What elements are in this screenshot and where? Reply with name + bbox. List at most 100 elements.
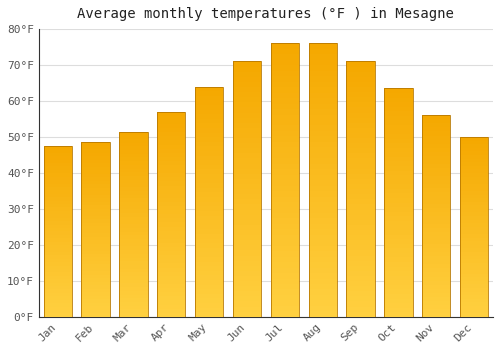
- Bar: [195, 202, 224, 206]
- Bar: [195, 225, 224, 229]
- Bar: [44, 197, 72, 201]
- Bar: [270, 136, 299, 142]
- Bar: [422, 309, 450, 313]
- Bar: [422, 285, 450, 289]
- Bar: [119, 272, 148, 276]
- Bar: [308, 131, 337, 136]
- Bar: [270, 104, 299, 109]
- Bar: [157, 243, 186, 247]
- Bar: [82, 170, 110, 174]
- Bar: [195, 312, 224, 317]
- Bar: [384, 89, 412, 93]
- Bar: [119, 250, 148, 254]
- Bar: [119, 143, 148, 146]
- Bar: [346, 112, 375, 118]
- Bar: [195, 183, 224, 188]
- Bar: [195, 91, 224, 96]
- Bar: [460, 198, 488, 202]
- Bar: [233, 225, 261, 230]
- Bar: [422, 265, 450, 268]
- Bar: [119, 246, 148, 250]
- Bar: [422, 116, 450, 317]
- Bar: [233, 118, 261, 123]
- Bar: [460, 227, 488, 231]
- Bar: [384, 161, 412, 166]
- Bar: [233, 199, 261, 204]
- Bar: [195, 160, 224, 165]
- Bar: [460, 195, 488, 198]
- Bar: [422, 281, 450, 285]
- Bar: [233, 62, 261, 317]
- Bar: [82, 198, 110, 202]
- Bar: [384, 248, 412, 253]
- Bar: [157, 177, 186, 182]
- Bar: [44, 214, 72, 218]
- Bar: [195, 124, 224, 128]
- Bar: [460, 166, 488, 169]
- Bar: [270, 240, 299, 246]
- Bar: [308, 164, 337, 169]
- Bar: [82, 261, 110, 265]
- Bar: [308, 191, 337, 197]
- Bar: [422, 212, 450, 216]
- Bar: [82, 223, 110, 226]
- Bar: [308, 49, 337, 54]
- Bar: [119, 180, 148, 183]
- Bar: [195, 266, 224, 271]
- Bar: [384, 234, 412, 239]
- Bar: [270, 131, 299, 136]
- Bar: [384, 93, 412, 98]
- Bar: [44, 228, 72, 231]
- Bar: [195, 86, 224, 317]
- Bar: [308, 54, 337, 60]
- Bar: [233, 312, 261, 317]
- Bar: [270, 208, 299, 213]
- Bar: [460, 274, 488, 277]
- Bar: [157, 214, 186, 218]
- Bar: [308, 295, 337, 300]
- Bar: [233, 62, 261, 66]
- Bar: [384, 102, 412, 107]
- Bar: [422, 257, 450, 260]
- Bar: [195, 86, 224, 91]
- Bar: [82, 146, 110, 149]
- Bar: [157, 169, 186, 173]
- Bar: [233, 235, 261, 240]
- Bar: [195, 100, 224, 105]
- Bar: [157, 182, 186, 186]
- Bar: [308, 142, 337, 147]
- Bar: [308, 87, 337, 93]
- Bar: [270, 202, 299, 208]
- Bar: [384, 262, 412, 267]
- Bar: [308, 180, 337, 186]
- Bar: [460, 259, 488, 263]
- Bar: [157, 206, 186, 210]
- Bar: [308, 312, 337, 317]
- Bar: [346, 301, 375, 307]
- Bar: [460, 212, 488, 216]
- Bar: [157, 153, 186, 157]
- Bar: [44, 303, 72, 307]
- Bar: [270, 109, 299, 114]
- Bar: [157, 161, 186, 165]
- Bar: [422, 184, 450, 188]
- Bar: [119, 132, 148, 317]
- Bar: [157, 165, 186, 169]
- Bar: [119, 291, 148, 295]
- Bar: [157, 304, 186, 309]
- Bar: [119, 135, 148, 139]
- Bar: [233, 286, 261, 291]
- Bar: [44, 146, 72, 149]
- Bar: [346, 66, 375, 72]
- Bar: [270, 82, 299, 87]
- Bar: [119, 213, 148, 217]
- Bar: [346, 148, 375, 153]
- Bar: [422, 188, 450, 192]
- Bar: [44, 262, 72, 266]
- Bar: [119, 235, 148, 239]
- Bar: [82, 184, 110, 188]
- Bar: [460, 209, 488, 212]
- Bar: [157, 255, 186, 259]
- Bar: [82, 299, 110, 303]
- Bar: [270, 268, 299, 273]
